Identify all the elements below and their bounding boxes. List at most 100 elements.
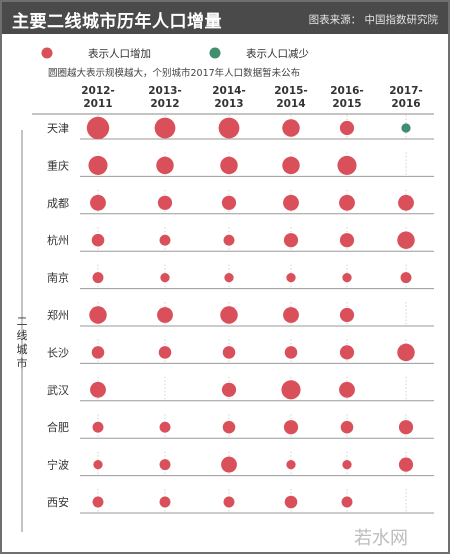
period-header: 2012-2011 2013-2012 2014-2013 2015-2014 2016…	[32, 85, 434, 115]
data-bubble	[398, 420, 414, 435]
period-label: 2015	[332, 98, 361, 110]
city-label: 杭州	[47, 233, 69, 247]
data-bubble	[340, 420, 354, 434]
data-bubble	[92, 272, 104, 284]
data-bubble	[160, 272, 170, 283]
legend-decrease-label: 表示人口减少	[246, 47, 309, 60]
period-label: 2017-	[389, 85, 423, 97]
data-bubble	[283, 420, 299, 435]
city-row: 武汉	[47, 376, 434, 402]
y-axis-char: 市	[17, 356, 28, 370]
data-bubble	[342, 272, 352, 283]
data-bubble	[90, 194, 106, 211]
legend-decrease-marker	[209, 47, 221, 59]
data-bubble	[284, 346, 298, 359]
data-bubble	[91, 346, 105, 359]
data-bubble	[283, 233, 299, 248]
data-bubble	[282, 119, 300, 137]
data-bubble	[398, 194, 414, 211]
data-bubble	[157, 195, 173, 210]
period-label: 2013-	[148, 85, 182, 97]
data-bubble	[224, 272, 234, 283]
data-bubble	[339, 194, 355, 211]
data-bubble	[222, 346, 236, 359]
city-label: 南京	[47, 271, 69, 285]
period-label: 2014	[276, 98, 305, 110]
data-bubble	[89, 306, 107, 324]
city-row: 西安	[47, 489, 434, 514]
data-bubble	[281, 380, 301, 400]
data-bubble	[159, 496, 171, 508]
data-bubble	[342, 459, 352, 470]
chart-source: 图表来源： 中国指数研究院	[308, 14, 438, 26]
data-bubble	[221, 195, 237, 210]
data-bubble	[283, 194, 299, 211]
y-axis-char: 线	[17, 328, 28, 342]
period-label: 2016-	[330, 85, 364, 97]
data-bubble	[282, 156, 300, 175]
city-row: 合肥	[47, 414, 434, 439]
watermark: 若水网	[354, 528, 408, 549]
data-bubble	[157, 307, 173, 323]
city-row: 宁波	[47, 451, 434, 477]
city-row: 重庆	[47, 152, 434, 177]
y-axis-char: 城	[17, 343, 28, 356]
period-label: 2015-	[274, 85, 308, 97]
chart-title: 主要二线城市历年人口增量	[12, 12, 222, 32]
city-label: 成都	[47, 197, 69, 210]
period-label: 2012-	[81, 85, 115, 97]
data-bubble	[154, 117, 176, 139]
chart-note: 圆圈越大表示规模越大，个别城市2017年人口数据暂未公布	[48, 67, 300, 79]
city-label: 天津	[47, 122, 69, 135]
period-label: 2016	[391, 98, 420, 110]
city-row: 杭州	[47, 227, 434, 252]
data-bubble	[156, 156, 174, 175]
data-bubble	[86, 116, 110, 140]
data-bubble	[221, 456, 237, 473]
data-bubble	[339, 120, 355, 136]
data-bubble	[222, 420, 236, 434]
city-row: 郑州	[47, 302, 434, 327]
data-bubble	[159, 234, 171, 246]
data-bubble	[90, 381, 106, 398]
data-bubble	[341, 496, 353, 508]
data-bubble	[93, 459, 103, 470]
data-bubble	[158, 346, 172, 359]
data-bubble	[286, 272, 296, 283]
period-label: 2011	[83, 98, 112, 110]
data-bubble	[337, 155, 357, 175]
y-axis-label: 二线城市	[17, 315, 28, 370]
data-bubble	[159, 421, 171, 433]
city-row: 长沙	[47, 339, 434, 364]
city-row: 天津	[47, 115, 434, 140]
data-bubble	[91, 233, 105, 247]
data-bubble	[339, 381, 355, 398]
period-label: 2014-	[212, 85, 246, 97]
city-label: 重庆	[47, 158, 69, 172]
data-bubble	[400, 272, 412, 284]
period-label: 2012	[150, 98, 179, 110]
city-row: 南京	[47, 264, 434, 290]
period-label: 2013	[214, 98, 243, 110]
city-label: 合肥	[47, 420, 69, 434]
city-label: 武汉	[47, 384, 69, 397]
data-bubble	[223, 234, 235, 246]
y-axis-char: 二	[17, 315, 28, 328]
city-row: 成都	[47, 189, 434, 215]
data-bubble	[92, 496, 104, 508]
data-bubble	[283, 307, 299, 323]
city-label: 宁波	[47, 458, 69, 472]
legend-increase-marker	[41, 47, 53, 59]
city-label: 郑州	[47, 308, 69, 322]
data-bubble	[88, 155, 108, 175]
data-bubble	[286, 459, 296, 470]
city-label: 长沙	[47, 346, 69, 359]
data-bubble	[397, 343, 415, 362]
city-label: 西安	[47, 495, 69, 509]
data-bubble	[339, 233, 355, 248]
data-bubble	[159, 459, 171, 471]
data-bubble	[220, 306, 238, 324]
data-bubble	[92, 421, 104, 433]
